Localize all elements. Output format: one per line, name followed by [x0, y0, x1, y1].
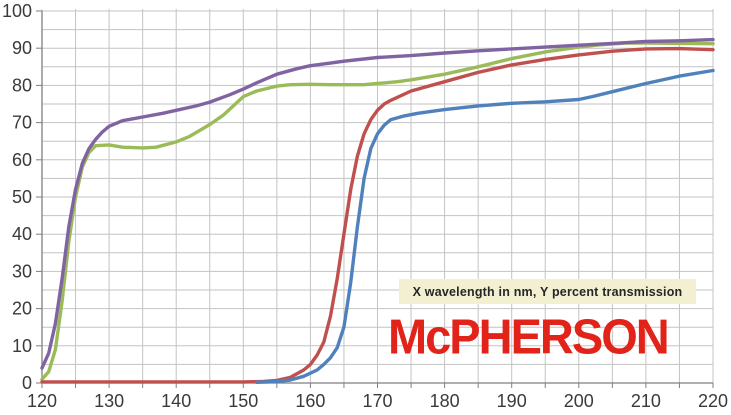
svg-text:10: 10	[12, 336, 32, 356]
svg-text:140: 140	[161, 391, 191, 411]
svg-text:120: 120	[27, 391, 57, 411]
svg-text:90: 90	[12, 38, 32, 58]
svg-text:40: 40	[12, 224, 32, 244]
annotation-box: X wavelength in nm, Y percent transmissi…	[399, 279, 696, 304]
svg-text:50: 50	[12, 187, 32, 207]
svg-text:200: 200	[564, 391, 594, 411]
series-purple-curve	[40, 37, 715, 370]
tick-marks	[36, 10, 714, 388]
svg-text:0: 0	[22, 373, 32, 393]
svg-text:180: 180	[430, 391, 460, 411]
svg-text:170: 170	[362, 391, 392, 411]
mcpherson-logo-text: McPHERSON	[388, 307, 670, 364]
x-axis-tick-labels: 120 130 140 150 160 170 180 190 200 210 220	[27, 391, 728, 411]
svg-text:70: 70	[12, 113, 32, 133]
svg-text:20: 20	[12, 299, 32, 319]
svg-text:220: 220	[698, 391, 728, 411]
svg-text:80: 80	[12, 75, 32, 95]
series-red-curve	[40, 46, 715, 384]
svg-text:190: 190	[497, 391, 527, 411]
svg-text:30: 30	[12, 261, 32, 281]
svg-text:210: 210	[631, 391, 661, 411]
svg-text:150: 150	[228, 391, 258, 411]
svg-text:160: 160	[295, 391, 325, 411]
gridlines	[41, 9, 714, 384]
annotation-text: X wavelength in nm, Y percent transmissi…	[412, 284, 683, 299]
svg-text:60: 60	[12, 150, 32, 170]
y-axis-tick-labels: 0 10 20 30 40 50 60 70 80 90 100	[2, 1, 32, 393]
mcpherson-logo: McPHERSON	[388, 305, 708, 366]
series-blue-curve	[255, 68, 715, 384]
svg-text:130: 130	[94, 391, 124, 411]
svg-text:100: 100	[2, 1, 32, 21]
